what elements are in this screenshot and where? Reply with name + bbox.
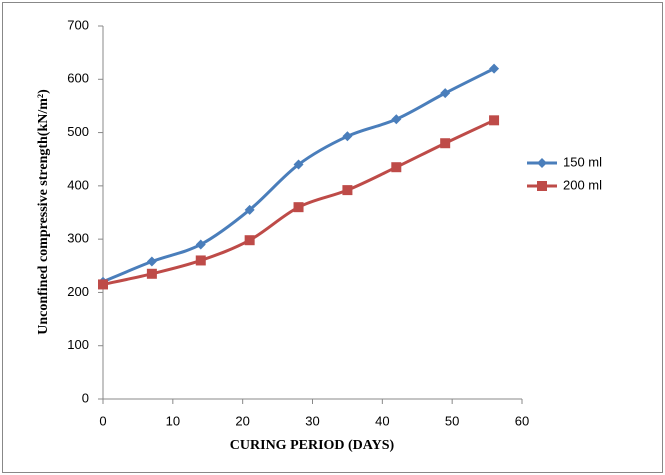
legend-label: 150 ml	[563, 154, 602, 169]
y-tick-label: 0	[82, 390, 89, 405]
y-axis-label: Unconfined compressive strength(kN/m²)	[36, 89, 51, 335]
y-tick-label: 100	[67, 337, 89, 352]
marker	[440, 138, 451, 149]
x-tick-label: 40	[375, 413, 389, 428]
marker	[146, 256, 157, 267]
y-tick-label: 300	[67, 231, 89, 246]
x-tick-label: 20	[235, 413, 249, 428]
marker	[293, 202, 304, 213]
marker	[244, 235, 255, 246]
marker	[342, 131, 353, 142]
y-tick-label: 700	[67, 17, 89, 32]
x-tick-label: 10	[166, 413, 180, 428]
x-tick-label: 60	[515, 413, 529, 428]
marker	[98, 279, 108, 290]
y-tick-label: 500	[67, 124, 89, 139]
marker	[195, 239, 206, 250]
y-tick-label: 600	[67, 71, 89, 86]
x-axis-label: CURING PERIOD (DAYS)	[230, 438, 395, 453]
legend-marker	[537, 158, 547, 168]
marker	[391, 162, 402, 173]
y-tick-label: 400	[67, 177, 89, 192]
marker	[440, 88, 451, 99]
marker	[293, 159, 304, 170]
marker	[195, 255, 206, 266]
marker	[244, 204, 255, 215]
x-tick-label: 30	[305, 413, 319, 428]
marker	[342, 185, 353, 196]
y-tick-label: 200	[67, 284, 89, 299]
legend-marker	[537, 181, 547, 191]
x-tick-label: 50	[445, 413, 459, 428]
marker	[489, 115, 500, 126]
marker	[146, 268, 157, 279]
x-tick-label: 0	[99, 413, 106, 428]
marker	[391, 114, 402, 125]
legend-label: 200 ml	[563, 177, 602, 192]
marker	[489, 63, 500, 74]
